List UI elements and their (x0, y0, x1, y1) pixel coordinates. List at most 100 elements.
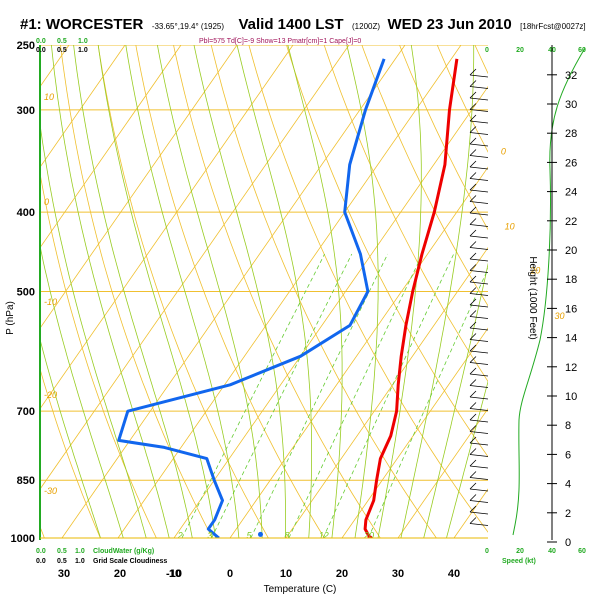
speed-top-tick-0: 0 (485, 47, 489, 54)
cloudwater-bottom-tick-1: 0.5 (57, 548, 67, 555)
pressure-tick-500: 500 (17, 287, 35, 299)
moist-adiabat (446, 380, 488, 538)
wind-barb-staff (469, 465, 489, 469)
wind-barb-flag (469, 218, 477, 225)
moist-adiabat (346, 45, 379, 538)
wind-barb-flag (469, 206, 477, 214)
speed-top-tick-60: 60 (578, 47, 586, 54)
wind-barb-staff (469, 201, 489, 204)
wind-barb-staff (469, 350, 489, 354)
isotherm-line (61, 45, 406, 538)
temperature-tick: -10 (166, 568, 182, 580)
moist-adiabat (125, 45, 240, 538)
wind-barb-flag (469, 333, 477, 340)
wind-barb-staff (469, 442, 489, 446)
isotherm-label: 10 (505, 221, 515, 231)
wind-speed-profile (512, 47, 586, 536)
dry-adiabat (135, 45, 325, 538)
cloudwater-tick-1: 0.5 (57, 38, 67, 45)
dry-adiabat-label: -30 (44, 486, 57, 496)
wind-barb-flag (469, 183, 477, 191)
wind-barb-staff (469, 304, 489, 308)
cloudwater-tick-2: 1.0 (78, 38, 88, 45)
chart-title: #1: WORCESTER -33.65°,19.4° (1925) Valid… (20, 16, 586, 33)
height-tick-label: 10 (565, 391, 577, 403)
wind-barb-flag (469, 379, 477, 386)
mixing-ratio-line (288, 253, 423, 538)
wind-barb-flag (469, 402, 477, 409)
dry-adiabat (323, 45, 488, 383)
wind-barb-flag (469, 287, 477, 294)
dry-adiabat-label: 10 (44, 92, 54, 102)
wind-barb-flag (469, 80, 477, 87)
dewpoint-profile (117, 58, 386, 538)
wind-barb-flag (469, 413, 477, 421)
dry-adiabat (580, 31, 600, 556)
mixing-ratio-label: 20 (363, 530, 374, 540)
moist-adiabat (40, 121, 147, 538)
wind-barb-staff (469, 281, 489, 285)
isotherm-label: 30 (554, 311, 564, 321)
cloudwater-scale-title: CloudWater (g/Kg) (93, 548, 154, 555)
wind-barb-staff (469, 316, 489, 319)
wind-barb-staff (469, 431, 489, 434)
wind-barb-flag (469, 436, 477, 444)
wind-barb-flag (469, 356, 477, 363)
wind-barb-flag (469, 390, 477, 398)
height-tick-label: 22 (565, 216, 577, 228)
mixing-ratio-line (181, 253, 325, 538)
temperature-tick: 10 (280, 568, 292, 580)
pressure-tick-850: 850 (17, 475, 35, 487)
pressure-tick-400: 400 (17, 207, 35, 219)
wind-barb-flag (469, 241, 477, 248)
cloud-bottom-tick-1: 0.5 (57, 558, 67, 565)
temperature-tick: 20 (336, 568, 348, 580)
moist-adiabat (377, 45, 422, 538)
wind-barb-flag (469, 448, 477, 455)
height-tick-label: 6 (565, 449, 571, 461)
pressure-tick-700: 700 (17, 406, 35, 418)
moist-adiabat (193, 45, 286, 538)
wind-barb-staff (469, 511, 489, 515)
wind-barb-flag (469, 344, 477, 352)
dry-adiabat (97, 45, 269, 538)
wind-barb-staff (469, 189, 489, 193)
wind-barb-staff (469, 523, 489, 526)
height-tick-label: 28 (565, 128, 577, 140)
dry-adiabat (210, 45, 437, 538)
mixing-ratio-line (250, 253, 389, 538)
wind-barb-flag (469, 172, 477, 179)
pressure-tick-300: 300 (17, 105, 35, 117)
wind-barb-flag (469, 482, 477, 490)
cloudwater-bottom-tick-0: 0.0 (36, 548, 46, 555)
dry-adiabat (40, 171, 157, 538)
wind-barb-flag (469, 298, 477, 306)
dry-adiabat (286, 45, 488, 458)
temperature-tick: 40 (448, 568, 460, 580)
wind-barb-flag (469, 517, 477, 524)
cloudwater-bottom-tick-2: 1.0 (75, 548, 85, 555)
wind-barb-staff (469, 396, 489, 400)
cloud-tick-1: 0.5 (57, 47, 67, 54)
isotherm-line (566, 45, 600, 538)
height-tick-label: 2 (565, 508, 571, 520)
dry-adiabat (248, 45, 488, 533)
wind-barb-staff (469, 224, 489, 227)
cloud-bottom-tick-0: 0.0 (36, 558, 46, 565)
temperature-tick: 30 (392, 568, 404, 580)
isotherm-line (341, 327, 488, 538)
height-tick-label: 20 (565, 245, 577, 257)
moist-adiabat (40, 337, 101, 538)
height-tick-label: 24 (565, 187, 577, 199)
height-tick-label: 8 (565, 420, 571, 432)
wind-barb-staff (469, 97, 489, 101)
height-axis-label: Height (1000 Feet) (527, 256, 538, 339)
isotherm-line (40, 45, 294, 410)
wind-barb-staff (469, 155, 489, 158)
wind-barb-staff (469, 408, 489, 411)
dry-adiabat (60, 45, 213, 538)
height-tick-label: 26 (565, 157, 577, 169)
temperature-axis-label: Temperature (C) (264, 584, 337, 595)
